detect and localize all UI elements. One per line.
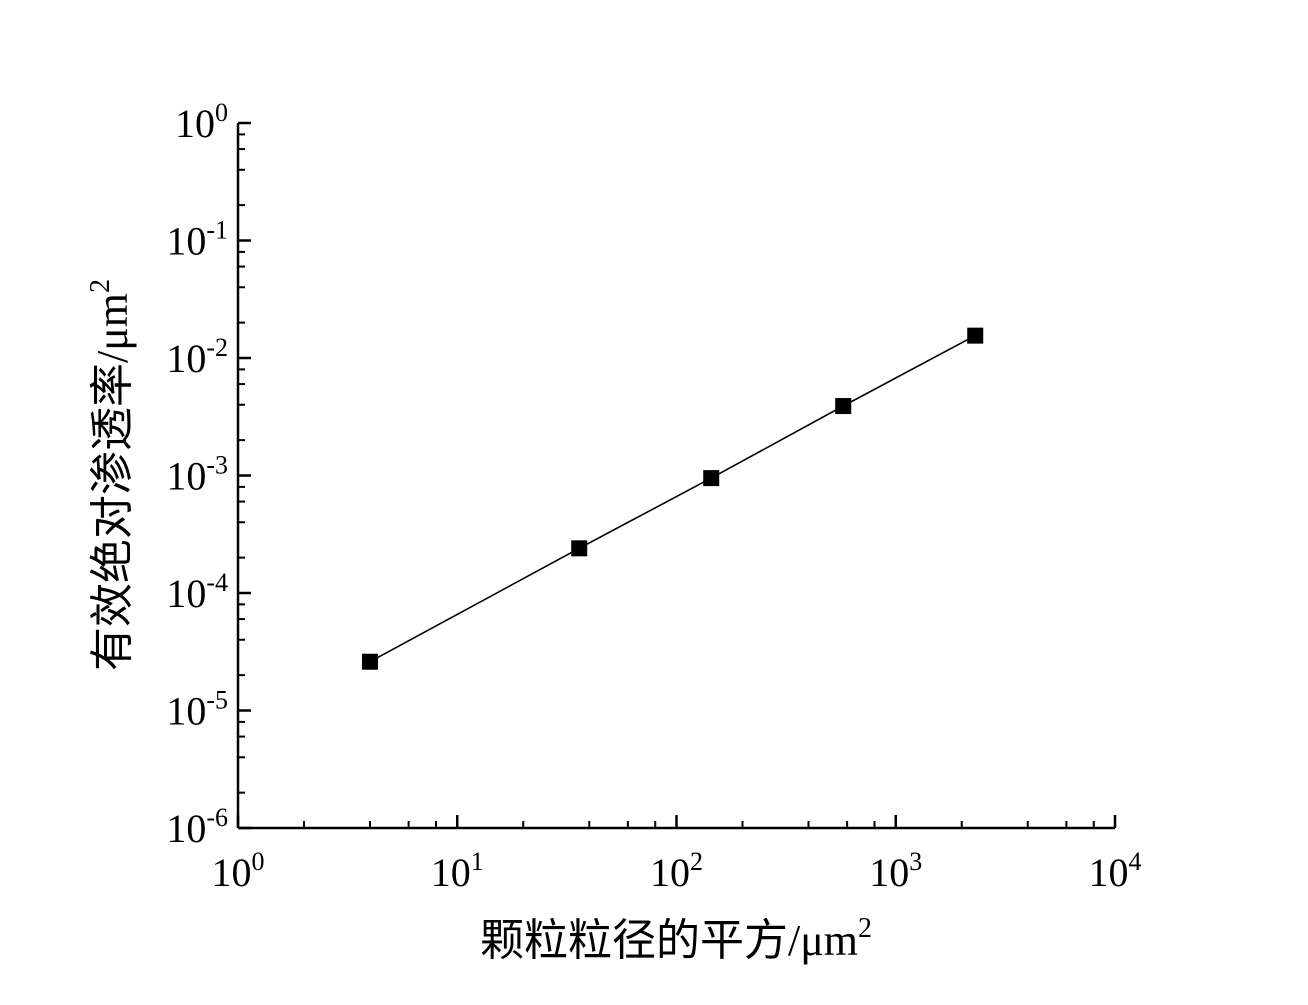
y-tick-label-base: 10 [166,219,206,264]
x-tick-label: 101 [431,847,484,895]
y-tick-label-base: 10 [166,571,206,616]
x-tick-label-exponent: 2 [690,847,703,876]
y-tick-label-base: 10 [175,101,215,146]
y-tick-label-exponent: 0 [215,98,228,127]
y-axis-title-superscript: 2 [85,279,116,293]
y-tick-label-base: 10 [166,689,206,734]
y-tick-label: 10-6 [166,803,228,851]
x-tick-label-base: 10 [650,850,690,895]
data-point [967,327,984,344]
x-axis-title-text: 颗粒粒径的平方/μm [480,916,858,965]
y-tick-label: 10-1 [166,216,228,264]
x-tick-label-base: 10 [431,850,471,895]
x-axis-title: 颗粒粒径的平方/μm2 [480,913,872,965]
y-tick-label-exponent: -3 [206,451,228,480]
data-point [571,540,588,557]
x-tick-label-exponent: 3 [909,847,922,876]
y-tick-label-exponent: -6 [206,803,228,832]
axes [236,123,1115,830]
x-axis-title-superscript: 2 [858,913,872,944]
plot-area [362,327,984,670]
x-tick-label-exponent: 4 [1129,847,1142,876]
y-tick-label-base: 10 [166,454,206,499]
y-tick-label-exponent: -1 [206,216,228,245]
y-tick-label-exponent: -4 [206,568,228,597]
y-tick-label-base: 10 [166,336,206,381]
x-tick-label-exponent: 1 [471,847,484,876]
y-tick-label: 10-3 [166,451,228,499]
x-tick-label: 104 [1089,847,1142,895]
data-point [835,398,852,415]
x-tick-label-base: 10 [1089,850,1129,895]
x-axis-ticks: 100 101 102 103 104 [212,815,1142,895]
y-tick-label-exponent: -2 [206,333,228,362]
x-tick-label-base: 10 [869,850,909,895]
x-tick-label: 100 [212,847,265,895]
x-tick-label-exponent: 0 [252,847,265,876]
x-tick-label: 102 [650,847,703,895]
y-tick-label: 10-5 [166,686,228,734]
y-axis-title-text: 有效绝对渗透率/μm [88,293,137,671]
y-tick-label-base: 10 [166,806,206,851]
x-tick-label: 103 [869,847,922,895]
series-line [369,334,976,663]
x-tick-label-base: 10 [212,850,252,895]
y-tick-label-exponent: -5 [206,686,228,715]
y-axis-title: 有效绝对渗透率/μm2 [85,279,137,671]
data-point [703,470,720,487]
y-tick-label: 100 [175,98,228,146]
data-point [362,653,379,670]
y-tick-label: 10-4 [166,568,228,616]
y-tick-label: 10-2 [166,333,228,381]
